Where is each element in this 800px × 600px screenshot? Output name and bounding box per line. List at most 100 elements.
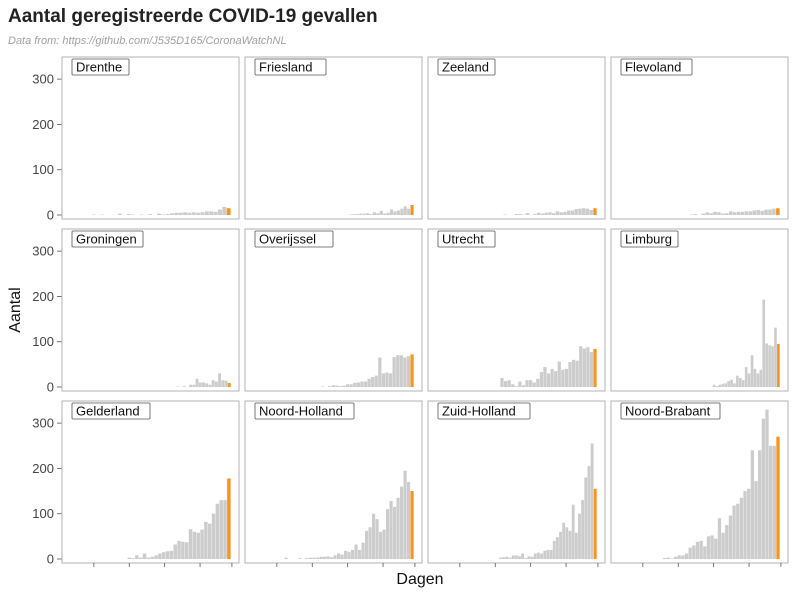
panel-limburg (610, 228, 789, 392)
bar (725, 213, 729, 215)
bar (393, 506, 397, 559)
bar (170, 213, 174, 215)
bar (204, 211, 209, 215)
bar (162, 552, 166, 559)
bar (753, 368, 757, 387)
bar (741, 380, 745, 387)
bar (536, 378, 540, 387)
bar (747, 488, 751, 559)
y-tick-label: 200 (32, 289, 54, 304)
bar (157, 213, 161, 215)
bar (508, 557, 512, 559)
bar (540, 553, 544, 559)
bar (400, 208, 404, 215)
bar (183, 212, 188, 215)
bar (765, 409, 769, 559)
bar (564, 368, 569, 387)
bar (503, 381, 508, 387)
bar (521, 553, 525, 559)
bar (589, 352, 594, 387)
bar (548, 212, 552, 215)
facet-label: Noord-Brabant (625, 404, 711, 419)
bar (371, 377, 375, 387)
bar (684, 553, 689, 559)
bar (570, 210, 575, 215)
bar (585, 208, 590, 215)
bar (200, 529, 204, 559)
bar (714, 538, 718, 559)
bar (754, 481, 758, 559)
bar (732, 212, 737, 215)
bar (736, 503, 740, 559)
y-tick-label: 0 (47, 552, 54, 567)
bar (574, 532, 578, 559)
bar (351, 549, 355, 559)
bar (518, 556, 521, 559)
bar (692, 545, 696, 559)
chart-subtitle: Data from: https://github.com/J535D165/C… (8, 35, 287, 47)
bar (139, 557, 143, 559)
bar (507, 380, 511, 387)
bar (552, 540, 556, 559)
bar (562, 522, 566, 559)
bar (126, 214, 131, 215)
bar (333, 555, 337, 559)
bar (514, 214, 518, 215)
bar (127, 557, 131, 559)
bar (361, 542, 365, 559)
bar (319, 556, 323, 559)
bar (713, 211, 717, 215)
bar (587, 466, 591, 559)
bar (563, 211, 567, 215)
bar (211, 380, 215, 387)
bar (727, 381, 730, 387)
bar (337, 553, 341, 559)
bar (215, 503, 220, 559)
bar (174, 212, 179, 215)
bar (540, 213, 545, 215)
bar (768, 345, 771, 387)
panel-drenthe (61, 56, 240, 220)
bar (721, 383, 725, 387)
bar (154, 555, 158, 559)
bar (760, 210, 764, 215)
bar (369, 214, 373, 215)
bar (354, 544, 358, 559)
bar (396, 497, 400, 559)
bar (374, 375, 378, 387)
facet-label-box (620, 230, 679, 248)
bar (736, 211, 741, 215)
panel-utrecht (427, 228, 606, 392)
bar (590, 443, 594, 559)
bar (358, 549, 362, 559)
bar (389, 501, 393, 559)
bar-latest (410, 354, 414, 387)
bar (527, 556, 531, 559)
facet-label-box (71, 58, 130, 76)
bar (518, 381, 522, 387)
bar-latest (776, 436, 780, 559)
bar (188, 529, 193, 559)
bar (724, 383, 728, 387)
bar (571, 359, 576, 387)
bar (202, 382, 205, 387)
bar (505, 556, 509, 559)
bar (688, 547, 692, 559)
facet-label: Friesland (259, 60, 312, 75)
bar (352, 214, 356, 215)
x-axis-label: Dagen (396, 571, 444, 588)
bar (403, 470, 407, 559)
bar (758, 450, 762, 559)
bar (732, 505, 736, 559)
bar (198, 382, 202, 387)
chart-title: Aantal geregistreerde COVID-19 gevallen (8, 6, 378, 27)
bar (728, 211, 733, 215)
panel-groningen (61, 228, 240, 392)
bar (549, 549, 553, 559)
bar (717, 212, 721, 215)
bar (532, 382, 536, 387)
facet-label-box (71, 402, 151, 420)
bar (375, 519, 379, 559)
bar (772, 208, 776, 215)
bar (521, 385, 526, 387)
